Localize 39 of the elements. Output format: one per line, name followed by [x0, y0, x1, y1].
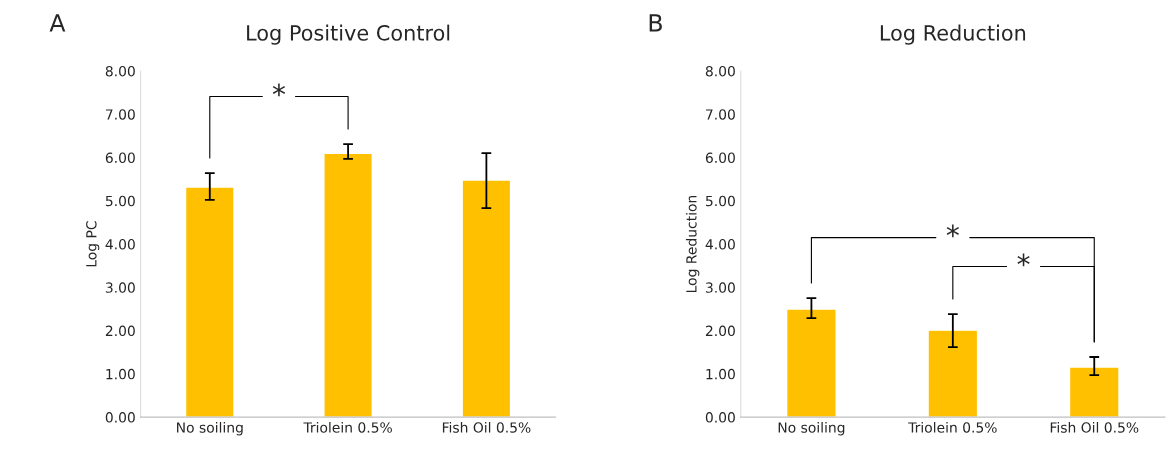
- y-tick-label: 3.00: [705, 282, 735, 293]
- y-tick-label: 5.00: [105, 195, 135, 207]
- y-tick-label: 1.00: [106, 368, 135, 380]
- text: B: [649, 14, 662, 32]
- y-tick-label: 7.00: [105, 109, 135, 120]
- bar: [323, 152, 373, 418]
- x-tick-label: No soiling: [778, 422, 845, 436]
- y-axis-title: Log Reduction: [685, 195, 700, 293]
- y-tick-label: 8.00: [705, 65, 735, 77]
- bar: [184, 186, 235, 418]
- bar: [461, 179, 512, 418]
- y-axis-title: Log PC: [86, 221, 100, 267]
- y-tick-label: 8.00: [105, 65, 135, 77]
- annotation: *: [1017, 253, 1030, 267]
- x-tick-label: Fish Oil 0.5%: [1050, 422, 1139, 433]
- annotation: *: [272, 83, 286, 97]
- annotation: *: [946, 224, 959, 238]
- y-tick-label: 0.00: [105, 412, 135, 423]
- y-tick-label: 4.00: [105, 239, 135, 250]
- x-tick-label: No soiling: [177, 422, 243, 436]
- y-tick-label: 5.00: [705, 195, 735, 207]
- bar: [1068, 366, 1120, 418]
- bar: [785, 308, 837, 418]
- x-tick-label: Triolein 0.5%: [303, 422, 392, 433]
- y-tick-label: 2.00: [105, 325, 135, 337]
- chart-title: Log Positive Control: [247, 24, 450, 45]
- x-tick-label: Fish Oil 0.5%: [442, 422, 531, 433]
- y-tick-label: 0.00: [705, 412, 735, 423]
- bar: [927, 329, 979, 418]
- x-tick-label: Triolein 0.5%: [908, 422, 997, 433]
- y-tick-label: 6.00: [705, 152, 735, 163]
- y-tick-label: 4.00: [705, 239, 735, 250]
- text: A: [49, 14, 66, 32]
- y-tick-label: 3.00: [105, 282, 135, 293]
- y-tick-label: 6.00: [105, 152, 135, 163]
- y-tick-label: 2.00: [705, 325, 735, 337]
- chart-title: Log Reduction: [880, 24, 1026, 45]
- y-tick-label: 7.00: [706, 109, 735, 120]
- y-tick-label: 1.00: [706, 368, 735, 380]
